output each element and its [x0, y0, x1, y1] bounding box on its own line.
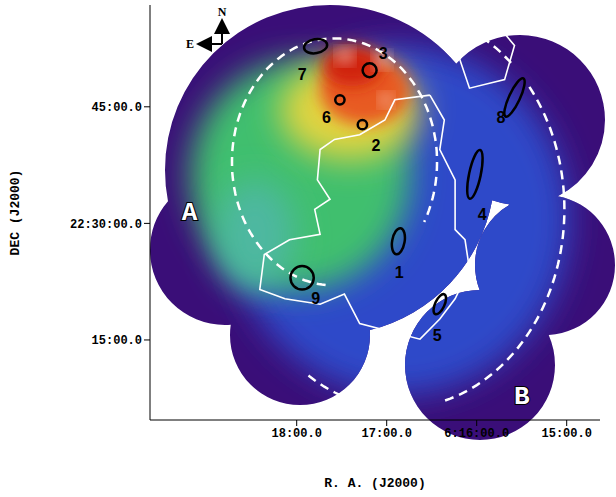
svg-text:6:16:00.0: 6:16:00.0: [444, 427, 509, 441]
svg-text:18:00.0: 18:00.0: [271, 427, 321, 441]
svg-text:R. A. (J2000): R. A. (J2000): [324, 476, 425, 491]
svg-text:E: E: [186, 37, 194, 51]
svg-text:DEC (J2000): DEC (J2000): [8, 170, 23, 256]
svg-text:N: N: [218, 5, 227, 19]
svg-text:45:00.0: 45:00.0: [92, 101, 142, 115]
svg-text:17:00.0: 17:00.0: [361, 427, 411, 441]
svg-text:4: 4: [478, 206, 487, 223]
svg-text:7: 7: [298, 66, 307, 83]
svg-text:9: 9: [311, 290, 320, 307]
svg-text:15:00.0: 15:00.0: [92, 334, 142, 348]
svg-text:8: 8: [497, 109, 506, 126]
svg-text:15:00.0: 15:00.0: [541, 427, 591, 441]
svg-text:3: 3: [379, 45, 388, 62]
svg-text:22:30:00.0: 22:30:00.0: [70, 218, 142, 232]
svg-text:A: A: [182, 198, 198, 228]
svg-text:B: B: [514, 382, 530, 412]
svg-text:2: 2: [371, 137, 380, 154]
svg-text:6: 6: [322, 109, 331, 126]
svg-text:1: 1: [395, 264, 404, 281]
svg-text:5: 5: [433, 327, 442, 344]
